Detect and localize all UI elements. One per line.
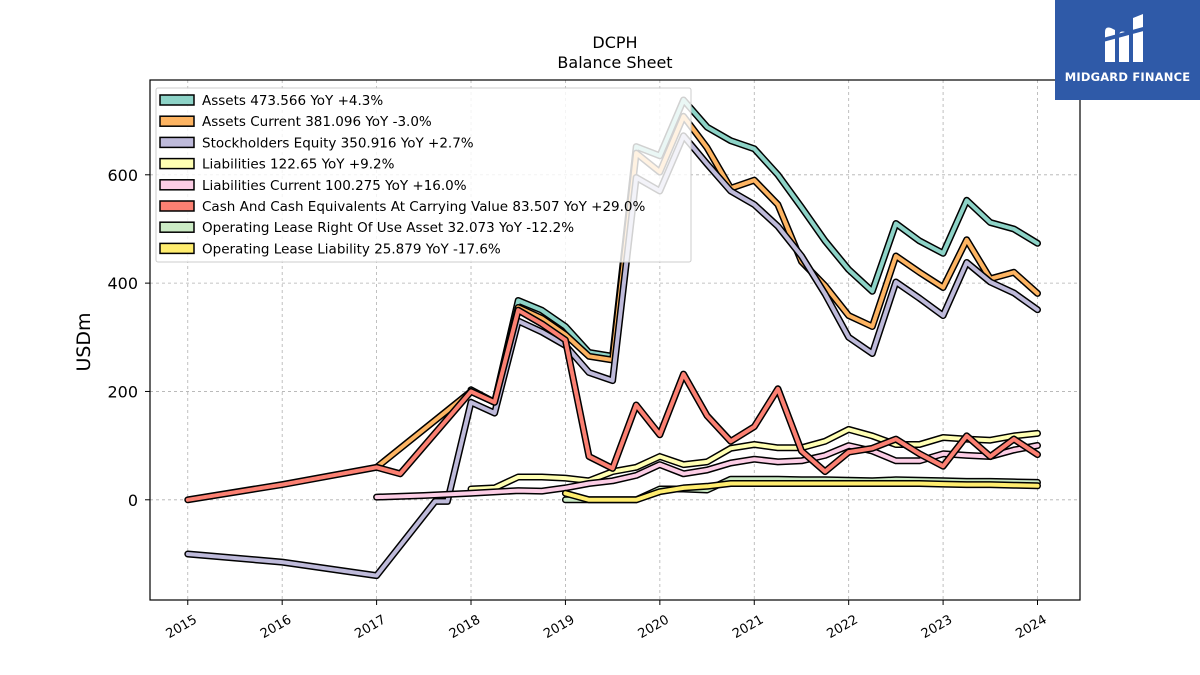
brand-name: MIDGARD FINANCE — [1064, 70, 1191, 84]
series-lines — [184, 96, 1041, 580]
legend-swatch — [159, 136, 195, 149]
x-tick-label: 2021 — [730, 612, 766, 642]
legend-label: Liabilities Current 100.275 YoY +16.0% — [202, 178, 467, 194]
legend-label: Operating Lease Right Of Use Asset 32.07… — [202, 220, 574, 236]
series-0 — [467, 96, 1041, 406]
series-line — [469, 98, 1040, 405]
series-line — [185, 133, 1040, 578]
legend-box — [155, 87, 692, 263]
logo-mark-icon — [1102, 14, 1148, 62]
legend-swatch — [159, 221, 195, 233]
series-line — [563, 481, 1040, 502]
x-tick-label: 2019 — [541, 612, 577, 642]
legend-swatch — [159, 200, 195, 212]
legend: Assets 473.566 YoY +4.3% Assets Current 3… — [155, 87, 692, 263]
x-tick-label: 2015 — [164, 612, 200, 642]
series-3 — [467, 425, 1041, 493]
legend-swatch — [159, 179, 195, 191]
x-tick-label: 2016 — [258, 612, 294, 642]
x-tick-label: 2018 — [447, 612, 483, 642]
legend-label: Stockholders Equity 350.916 YoY +2.7% — [202, 135, 474, 151]
series-line — [469, 427, 1040, 491]
y-axis-label: USDm — [73, 312, 95, 371]
x-tick-label: 2017 — [352, 612, 388, 642]
legend-label: Liabilities 122.65 YoY +9.2% — [202, 157, 395, 173]
series-4 — [373, 442, 1041, 501]
legend-label: Operating Lease Liability 25.879 YoY -17… — [202, 241, 501, 257]
chart-title: DCPH — [592, 33, 637, 52]
legend-label: Cash And Cash Equivalents At Carrying Va… — [202, 199, 646, 215]
x-tick-label: 2022 — [825, 612, 861, 642]
x-tick-label: 2020 — [636, 612, 672, 642]
y-tick-label: 200 — [107, 382, 138, 401]
series-line — [374, 443, 1040, 500]
y-tick-label: 0 — [128, 491, 138, 510]
series-2 — [184, 132, 1041, 580]
series-line — [374, 114, 1040, 470]
legend-label: Assets Current 381.096 YoY -3.0% — [202, 114, 432, 130]
y-tick-label: 400 — [107, 274, 138, 293]
x-tick-label: 2024 — [1013, 612, 1049, 642]
series-line — [185, 308, 1040, 502]
series-7 — [561, 480, 1041, 504]
legend-swatch — [159, 115, 195, 127]
legend-swatch — [159, 242, 195, 255]
series-5 — [184, 306, 1041, 504]
plot-frame — [149, 79, 1081, 601]
legend-label: Assets 473.566 YoY +4.3% — [202, 93, 383, 109]
y-tick-label: 600 — [107, 166, 138, 185]
legend-swatch — [159, 94, 195, 106]
x-tick-label: 2023 — [919, 612, 955, 642]
chart-subtitle: Balance Sheet — [557, 53, 672, 72]
brand-logo: MIDGARD FINANCE — [1055, 0, 1200, 100]
series-1 — [373, 112, 1041, 471]
y-axis-ticks: 0 200 400 600 — [107, 166, 150, 510]
legend-swatch — [159, 157, 195, 170]
x-axis-ticks: 2015 2016 2017 2018 2019 2020 2021 2022 2023 2024 — [164, 600, 1050, 642]
